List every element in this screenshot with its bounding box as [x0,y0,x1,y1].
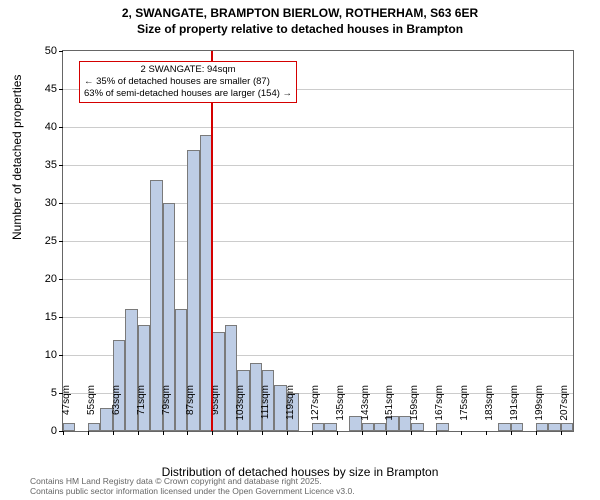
footer-attribution: Contains HM Land Registry data © Crown c… [30,477,355,497]
y-tick-label: 40 [45,121,57,133]
x-tick-label: 199sqm [534,385,545,435]
x-tick-label: 183sqm [484,385,495,435]
y-tick-mark [59,127,63,128]
reference-marker-line [211,51,213,431]
y-tick-mark [59,355,63,356]
y-tick-mark [59,51,63,52]
annotation-line-2: ← 35% of detached houses are smaller (87… [84,76,292,88]
x-tick-label: 63sqm [111,385,122,435]
y-axis-label: Number of detached properties [10,75,24,240]
x-tick-label: 119sqm [285,385,296,435]
chart-plot-area: 2 SWANGATE: 94sqm ← 35% of detached hous… [62,50,574,432]
title-line-1: 2, SWANGATE, BRAMPTON BIERLOW, ROTHERHAM… [0,6,600,22]
x-tick-label: 127sqm [310,385,321,435]
y-tick-label: 10 [45,349,57,361]
y-tick-label: 50 [45,45,57,57]
y-tick-label: 0 [51,425,57,437]
y-tick-mark [59,317,63,318]
x-tick-label: 135sqm [335,385,346,435]
x-tick-label: 151sqm [384,385,395,435]
y-tick-label: 45 [45,83,57,95]
y-tick-mark [59,279,63,280]
y-tick-mark [59,89,63,90]
footer-line-2: Contains public sector information licen… [30,487,355,497]
x-tick-label: 47sqm [61,385,72,435]
x-tick-label: 191sqm [509,385,520,435]
x-tick-label: 103sqm [235,385,246,435]
y-tick-label: 35 [45,159,57,171]
y-tick-label: 15 [45,311,57,323]
annotation-line-1: 2 SWANGATE: 94sqm [84,64,292,76]
grid-line [63,317,573,318]
annotation-box: 2 SWANGATE: 94sqm ← 35% of detached hous… [79,61,297,103]
x-tick-label: 55sqm [86,385,97,435]
x-tick-label: 143sqm [360,385,371,435]
y-tick-label: 25 [45,235,57,247]
x-tick-label: 71sqm [136,385,147,435]
annotation-line-3: 63% of semi-detached houses are larger (… [84,88,292,100]
grid-line [63,241,573,242]
x-tick-label: 167sqm [434,385,445,435]
grid-line [63,127,573,128]
x-tick-label: 111sqm [260,385,271,435]
grid-line [63,279,573,280]
grid-line [63,203,573,204]
x-tick-label: 87sqm [185,385,196,435]
title-line-2: Size of property relative to detached ho… [0,22,600,38]
chart-title: 2, SWANGATE, BRAMPTON BIERLOW, ROTHERHAM… [0,0,600,37]
grid-line [63,165,573,166]
y-tick-mark [59,165,63,166]
y-tick-label: 20 [45,273,57,285]
x-tick-label: 159sqm [409,385,420,435]
x-tick-label: 175sqm [459,385,470,435]
y-tick-mark [59,203,63,204]
y-tick-mark [59,241,63,242]
x-tick-label: 207sqm [559,385,570,435]
y-tick-label: 30 [45,197,57,209]
y-tick-label: 5 [51,387,57,399]
x-tick-label: 79sqm [161,385,172,435]
